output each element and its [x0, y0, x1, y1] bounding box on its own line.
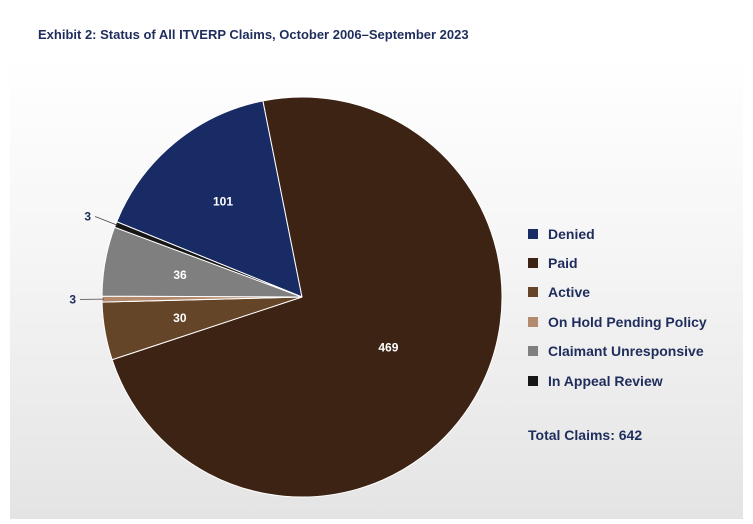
legend-swatch [528, 228, 538, 239]
legend-label: Paid [548, 255, 578, 272]
legend-item-on-hold-pending-policy: On Hold Pending Policy [528, 307, 707, 336]
legend-swatch [528, 258, 538, 269]
legend-label: Denied [548, 225, 595, 242]
legend-label: On Hold Pending Policy [548, 313, 707, 330]
legend-swatch [528, 287, 538, 298]
data-label-in-appeal-review: 3 [84, 210, 91, 224]
legend-item-active: Active [528, 278, 707, 307]
chart-title: Exhibit 2: Status of All ITVERP Claims, … [38, 27, 469, 42]
data-label-on-hold-pending-policy: 3 [69, 292, 76, 306]
legend-swatch [528, 346, 538, 357]
legend-item-claimant-unresponsive: Claimant Unresponsive [528, 337, 707, 366]
legend: Denied Paid Active On Hold Pending Policy Cl… [528, 219, 707, 395]
legend-swatch [528, 375, 538, 386]
legend-label: Claimant Unresponsive [548, 343, 704, 360]
data-label-claimant-unresponsive: 36 [173, 268, 187, 282]
legend-label: In Appeal Review [548, 372, 663, 389]
legend-item-denied: Denied [528, 219, 707, 248]
total-claims: Total Claims: 642 [528, 427, 643, 443]
data-label-denied: 101 [213, 194, 233, 208]
data-label-active: 30 [173, 311, 187, 325]
legend-label: Active [548, 284, 591, 301]
legend-item-paid: Paid [528, 248, 707, 277]
leader-line-in-appeal-review [94, 216, 118, 226]
legend-swatch [528, 316, 538, 327]
pie-slice-paid [111, 96, 503, 498]
legend-item-in-appeal-review: In Appeal Review [528, 366, 707, 395]
pie-slice-denied [116, 100, 303, 298]
data-label-paid: 469 [378, 340, 398, 354]
